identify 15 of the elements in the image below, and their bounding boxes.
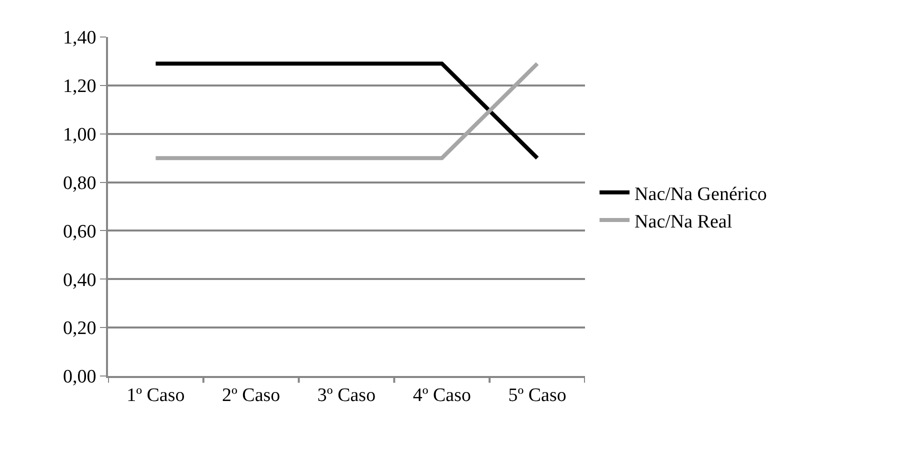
x-tick-label: 1º Caso [126, 384, 185, 406]
legend-label: Nac/Na Real [634, 211, 732, 232]
y-tick-label: 0,60 [62, 221, 96, 242]
legend-label: Nac/Na Genérico [634, 184, 767, 205]
y-tick-label: 1,20 [62, 76, 96, 98]
y-tick-label: 0,00 [62, 366, 96, 388]
y-tick-label: 1,40 [62, 28, 96, 49]
y-tick-label: 0,40 [62, 270, 96, 291]
y-tick-label: 1,00 [62, 124, 96, 146]
y-tick-label: 0,20 [62, 318, 96, 340]
x-tick-label: 4º Caso [412, 384, 471, 406]
x-tick-label: 5º Caso [508, 384, 566, 406]
x-tick-label: 3º Caso [317, 384, 376, 406]
y-tick-label: 0,80 [62, 172, 96, 194]
x-tick-label: 2º Caso [222, 384, 280, 406]
